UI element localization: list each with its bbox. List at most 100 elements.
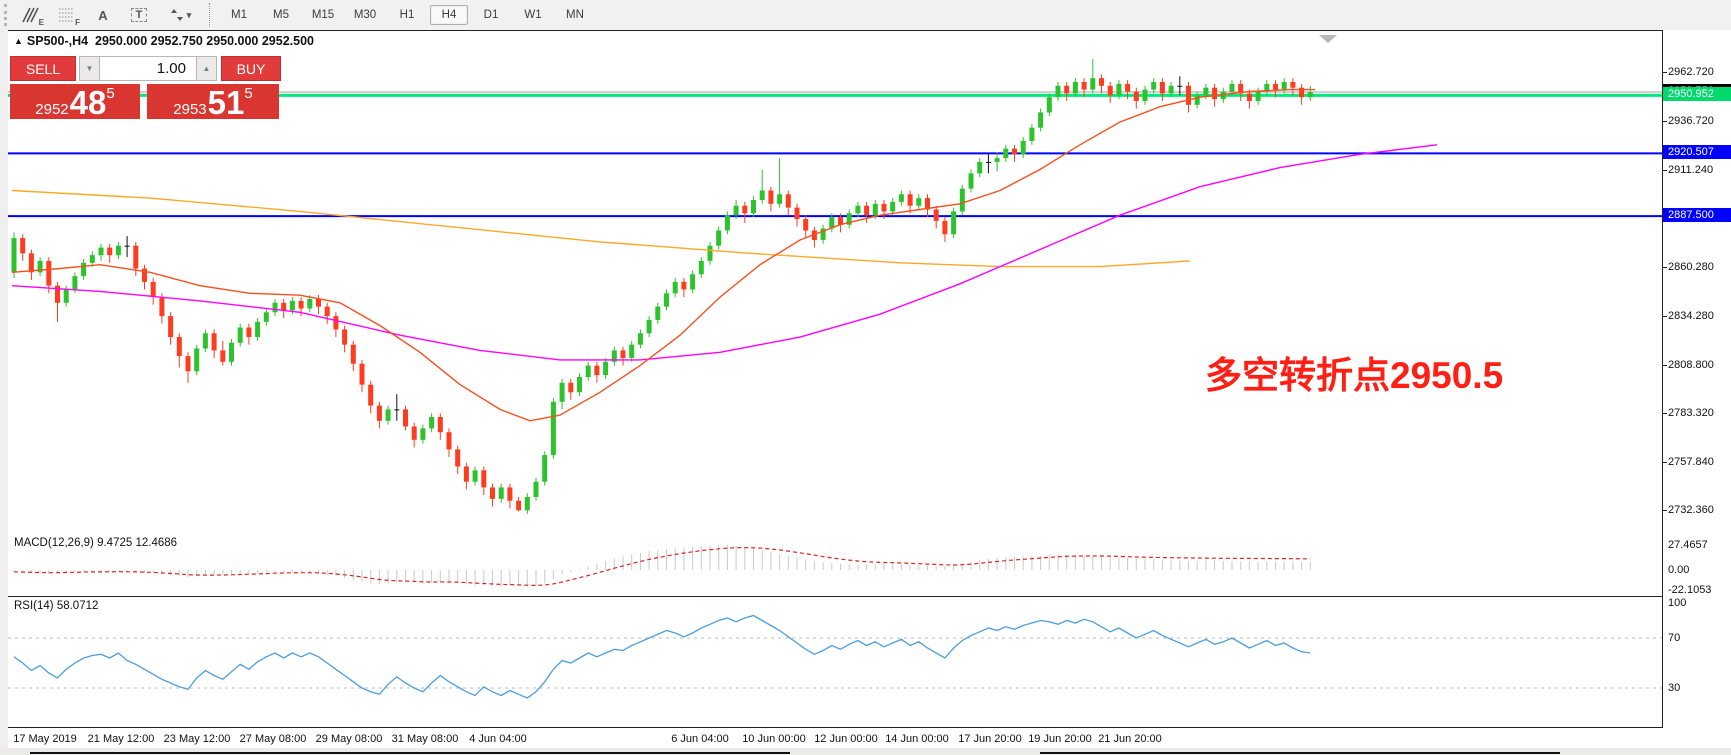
candle-body	[176, 337, 182, 357]
volume-input[interactable]	[100, 56, 196, 81]
candle-body	[1273, 83, 1278, 90]
candle-body	[524, 496, 530, 511]
text-label-icon[interactable]: A	[98, 7, 108, 23]
candle-body	[942, 220, 948, 235]
price-axis[interactable]: 2962.720 2936.720 2911.240 2860.280 2834.280…	[1662, 30, 1731, 728]
candle-body	[933, 209, 939, 221]
candle-body	[385, 409, 391, 421]
rsi-indicator-panel[interactable]: RSI(14) 58.0712	[8, 597, 1731, 728]
candle-body	[881, 203, 887, 212]
window-bottom-edge	[0, 748, 1731, 755]
candle-body	[577, 377, 582, 393]
candle-body	[698, 260, 704, 275]
price-axis-label: 2962.720	[1668, 66, 1714, 78]
toolbar-separator	[209, 3, 210, 27]
time-axis[interactable]: 17 May 2019 21 May 12:00 23 May 12:00 27 Ma…	[8, 728, 1731, 748]
candle-body	[1177, 85, 1183, 87]
timeframe-button-m15[interactable]: M15	[311, 9, 335, 21]
candle-body	[1003, 148, 1009, 159]
grid-icon[interactable]: F	[52, 3, 82, 27]
buy-price-big: 51	[207, 84, 245, 121]
candle-body	[150, 281, 156, 298]
time-axis-label: 14 Jun 00:00	[885, 733, 949, 745]
chart-text-annotation: 多空转折点2950.5	[1205, 355, 1504, 396]
time-axis-label: 31 May 08:00	[391, 733, 459, 745]
axis-tick	[1663, 413, 1667, 415]
candle-body	[1186, 85, 1191, 105]
candle-body	[55, 285, 60, 303]
candle-body	[298, 300, 304, 309]
time-axis-label: 4 Jun 04:00	[469, 733, 527, 745]
objects-arrange-icon[interactable]: ▾	[160, 3, 200, 27]
candle-body	[403, 409, 408, 427]
candle-body	[1264, 83, 1270, 92]
candle-body	[1038, 112, 1044, 128]
volume-increase-button[interactable]: ▲	[196, 56, 217, 81]
candle-body	[1255, 91, 1261, 102]
timeframe-button-w1[interactable]: W1	[524, 9, 542, 21]
axis-tick	[1663, 316, 1667, 318]
candle-body	[168, 316, 174, 338]
timeframe-button-d1[interactable]: D1	[483, 9, 499, 21]
axis-tick	[1663, 461, 1667, 463]
candle-body	[594, 365, 600, 376]
candle-body	[785, 194, 791, 208]
candlestick-chart[interactable]	[8, 31, 1662, 532]
candle-body	[133, 245, 139, 269]
candle-body	[820, 228, 826, 240]
timeframe-button-m5[interactable]: M5	[273, 9, 289, 21]
candle-body	[142, 268, 147, 282]
time-axis-label: 21 May 12:00	[87, 733, 155, 745]
candle-body	[63, 289, 69, 303]
time-axis-label: 17 Jun 20:00	[958, 733, 1022, 745]
candle-body	[1246, 93, 1252, 102]
slow-ma-line	[11, 189, 1191, 268]
candle-body	[420, 428, 426, 440]
price-axis-label: 2757.840	[1668, 455, 1714, 468]
chart-shift-marker-icon	[1319, 35, 1337, 43]
timeframe-button-h1[interactable]: H1	[399, 9, 415, 21]
timeframe-button-m1[interactable]: M1	[231, 9, 247, 21]
candle-body	[985, 161, 991, 163]
rsi-line	[13, 614, 1311, 699]
candle-body	[281, 302, 287, 311]
timeframe-button-mn[interactable]: MN	[566, 9, 584, 21]
candle-body	[272, 302, 278, 313]
buy-price-box[interactable]: 2953 51 5	[147, 84, 279, 119]
candle-body	[968, 173, 974, 189]
macd-signal-line	[13, 546, 1311, 587]
volume-decrease-button[interactable]: ▼	[79, 56, 100, 81]
candle-body	[655, 306, 661, 320]
candle-body	[646, 319, 652, 334]
price-axis-label: 2911.240	[1668, 163, 1714, 176]
time-axis-label: 23 May 12:00	[163, 733, 231, 745]
indicators-icon[interactable]: E	[16, 3, 46, 27]
toolbar-grip[interactable]	[4, 4, 13, 26]
candle-body	[1107, 85, 1113, 96]
candle-body	[472, 470, 478, 482]
time-axis-label: 29 May 08:00	[315, 733, 383, 745]
candle-body	[211, 333, 217, 351]
price-chart-panel[interactable]: ▲ SP500-,H4 2950.000 2952.750 2950.000 29…	[8, 30, 1731, 535]
candle-body	[107, 247, 113, 256]
candle-body	[350, 344, 356, 364]
sell-button[interactable]: SELL	[10, 56, 76, 81]
sell-price-prefix: 2952	[35, 101, 69, 118]
mid-ma-line	[11, 144, 1438, 361]
sell-price-box[interactable]: 2952 48 5	[10, 84, 140, 119]
candle-body	[1125, 83, 1131, 92]
timeframe-button-h4[interactable]: H4	[430, 5, 468, 25]
candle-body	[907, 194, 913, 206]
candle-body	[916, 198, 922, 206]
chart-title: ▲ SP500-,H4 2950.000 2952.750 2950.000 29…	[14, 34, 314, 48]
textbox-icon[interactable]: T	[124, 3, 154, 27]
macd-indicator-panel[interactable]: MACD(12,26,9) 9.4725 12.4686	[8, 534, 1731, 597]
timeframe-button-m30[interactable]: M30	[353, 9, 377, 21]
macd-chart[interactable]	[8, 534, 1662, 596]
buy-button[interactable]: BUY	[221, 56, 281, 81]
rsi-chart[interactable]	[8, 597, 1662, 726]
candle-body	[446, 432, 452, 450]
candle-body	[1020, 140, 1026, 155]
candle-body	[1142, 89, 1148, 102]
